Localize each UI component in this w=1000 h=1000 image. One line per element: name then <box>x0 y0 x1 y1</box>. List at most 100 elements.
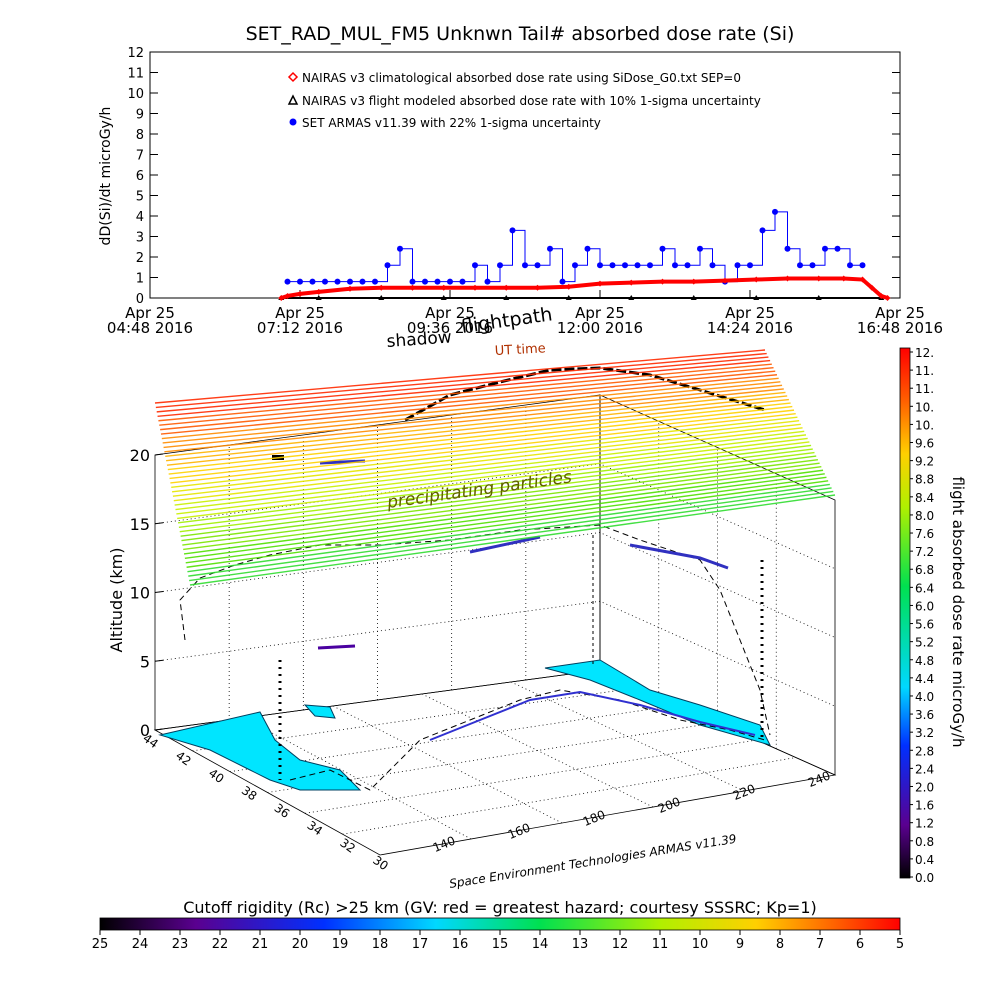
floor-line-b <box>332 705 563 824</box>
set-armas-point <box>472 262 478 269</box>
nairas-climatological-point <box>284 292 291 299</box>
sheet-line <box>171 416 798 489</box>
set-armas-point <box>747 262 753 269</box>
set-armas-point <box>384 262 391 269</box>
y-tick-label: 4 <box>136 210 144 225</box>
sheet-line <box>177 441 810 520</box>
sheet-line <box>171 420 800 493</box>
cbar-bottom-label: 20 <box>292 937 309 952</box>
cbar-right-label: 8.0 <box>915 509 934 523</box>
sheet-line <box>176 437 808 515</box>
lat-tick-label: 36 <box>272 801 293 821</box>
sheet-line <box>186 480 829 568</box>
set-armas-point <box>447 278 453 285</box>
lat-tick-label: 30 <box>370 853 391 873</box>
cbar-right-label: 2.4 <box>915 762 934 776</box>
sheet-line <box>166 398 789 466</box>
set-armas-point <box>684 262 691 269</box>
cbar-right-label: 8.8 <box>915 473 934 487</box>
sheet-line <box>183 466 822 551</box>
nairas-climatological-point <box>884 295 891 301</box>
set-armas-point <box>597 262 603 269</box>
land-patch-west <box>158 711 362 791</box>
z-tick-label: 10 <box>130 584 150 603</box>
cbar-right-label: 5.6 <box>915 618 934 632</box>
set-armas-point <box>334 278 341 285</box>
set-armas-point <box>547 245 553 252</box>
x-tick-time: 07:12 2016 <box>257 319 343 337</box>
sheet-line <box>164 388 784 453</box>
y-tick-label: 9 <box>136 108 144 123</box>
y-tick-label: 3 <box>136 231 144 246</box>
set-armas-point <box>672 262 678 269</box>
cbar-bottom-label: 23 <box>172 937 189 952</box>
lon-tick-label: 140 <box>431 833 457 855</box>
set-armas-point <box>822 245 828 252</box>
legend-nairas-flight: NAIRAS v3 flight modeled absorbed dose r… <box>302 94 761 108</box>
nairas-climatological-point <box>378 284 385 291</box>
sheet-line <box>180 455 817 537</box>
top-y-axis-label: dD(Si)/dt microGy/h <box>98 107 114 246</box>
set-armas-point <box>734 262 741 269</box>
y-tick-label: 11 <box>127 67 144 82</box>
3d-plot: shadow flightpath UT time precipitating … <box>107 303 837 891</box>
nairas-climatological-point <box>534 284 541 291</box>
sheet-line <box>178 448 813 528</box>
sheet-line <box>154 349 766 404</box>
cbar-right-label: 0.8 <box>915 835 934 849</box>
set-armas-point <box>784 245 791 252</box>
z-tick-mark <box>154 728 164 731</box>
cbar-right-label: 6.8 <box>915 563 934 577</box>
z-ticks: 0 5 10 15 20 <box>130 446 164 740</box>
set-armas-point <box>859 262 866 269</box>
dose-rate-sheet <box>154 349 836 586</box>
cbar-right-label: 9.2 <box>915 455 934 469</box>
lon-tick-label: 240 <box>806 768 832 790</box>
z-tick-label: 5 <box>140 652 150 671</box>
x-tick-date: Apr 25 <box>875 304 925 322</box>
set-armas-point <box>647 262 653 269</box>
y-tick-label: 2 <box>136 251 144 266</box>
sheet-line <box>175 434 807 511</box>
x-tick-time: 09:36 2016 <box>407 319 493 337</box>
sheet-line <box>189 494 836 586</box>
cbar-bottom-label: 17 <box>412 937 429 952</box>
y-tick-label: 10 <box>127 87 144 102</box>
floor-line-b <box>243 717 472 840</box>
x-tick-date: Apr 25 <box>425 304 475 322</box>
sheet-line <box>157 359 771 418</box>
cbar-right-label: 2.0 <box>915 780 934 794</box>
set-armas-point <box>697 245 703 252</box>
set-armas-point <box>459 278 466 285</box>
sheet-line <box>160 370 776 431</box>
x-tick-date: Apr 25 <box>575 304 625 322</box>
chart-title: SET_RAD_MUL_FM5 Unknwn Tail# absorbed do… <box>246 23 795 45</box>
sheet-line <box>158 363 772 422</box>
cbar-bottom-label: 18 <box>372 937 389 952</box>
sheet-line <box>155 352 767 409</box>
nairas-climatological-point <box>690 278 697 285</box>
x-tick-time: 04:48 2016 <box>107 319 193 337</box>
z-tick-label: 0 <box>140 721 150 740</box>
x-tick-date: Apr 25 <box>275 304 325 322</box>
cbar-right-label: 4.4 <box>915 672 934 686</box>
cbar-bottom-label: 5 <box>896 937 904 952</box>
set-armas-point <box>834 245 841 252</box>
nairas-climatological-point <box>278 295 285 301</box>
set-armas-point <box>584 245 591 252</box>
legend-set-armas: SET ARMAS v11.39 with 22% 1-sigma uncert… <box>302 116 601 130</box>
nairas-climatological-point <box>409 284 416 291</box>
x-tick-time: 16:48 2016 <box>857 319 943 337</box>
cbar-bottom-label: 13 <box>572 937 589 952</box>
y-tick-label: 7 <box>136 149 144 164</box>
nairas-climatological-point <box>440 284 447 291</box>
sheet-line <box>156 356 769 413</box>
lon-tick-label: 180 <box>581 807 607 829</box>
nairas-climatological-point <box>315 288 322 295</box>
set-armas-point <box>759 227 766 234</box>
y-tick-label: 8 <box>136 128 144 143</box>
cbar-right-label: 8.4 <box>915 491 934 505</box>
set-armas-point <box>434 278 441 285</box>
